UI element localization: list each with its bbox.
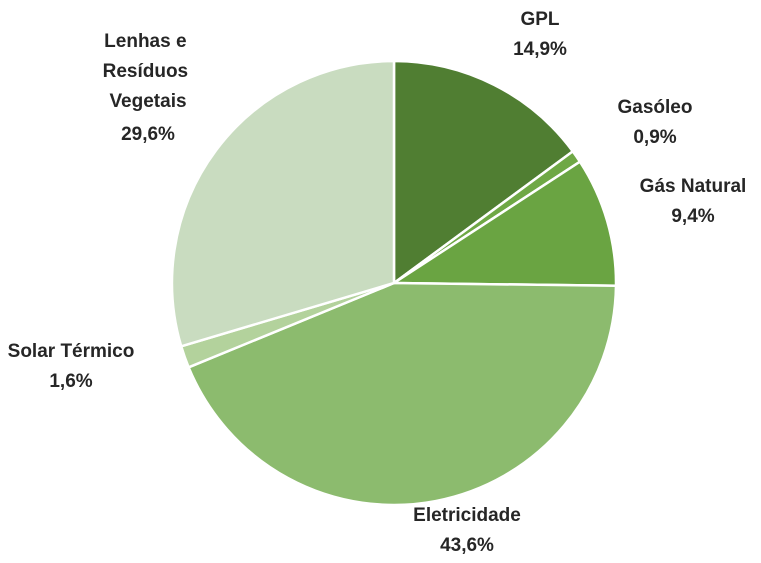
- slice-label: Gás Natural: [640, 176, 747, 197]
- slice-label: GPL: [520, 9, 559, 30]
- pie-slice: [392, 59, 575, 286]
- slice-label: Solar Térmico: [8, 341, 135, 362]
- slice-value-label: 1,6%: [49, 371, 92, 392]
- pie-slice: [389, 159, 618, 288]
- slice-value-label: 14,9%: [513, 39, 567, 60]
- slice-value-label: 0,9%: [633, 127, 676, 148]
- slice-value-label: 9,4%: [671, 206, 714, 227]
- pie-slice: [187, 281, 618, 507]
- slice-label: Eletricidade: [413, 505, 521, 526]
- slice-value-label: 29,6%: [121, 124, 175, 145]
- pie-slice: [170, 59, 396, 348]
- slice-value-label: 43,6%: [440, 535, 494, 556]
- slice-label: Gasóleo: [618, 97, 693, 118]
- slice-label: Lenhas e Resíduos Vegetais: [103, 31, 194, 112]
